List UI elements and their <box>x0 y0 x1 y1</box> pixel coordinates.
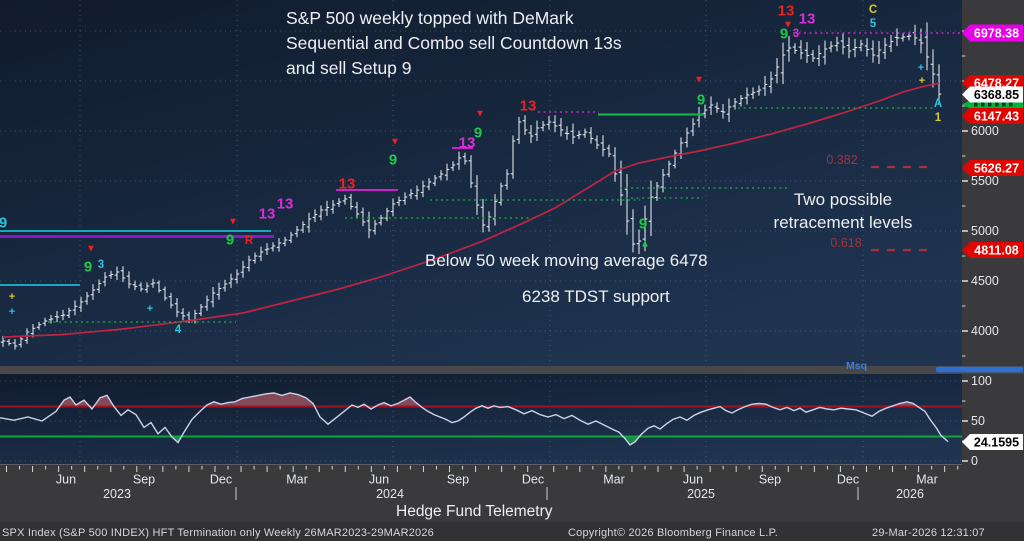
svg-text:2025: 2025 <box>687 487 715 501</box>
svg-text:A: A <box>934 98 942 110</box>
svg-text:3: 3 <box>98 259 104 271</box>
svg-text:▼: ▼ <box>390 137 400 148</box>
panel-divider[interactable] <box>0 366 1024 374</box>
svg-text:+: + <box>9 306 15 318</box>
svg-text:Sep: Sep <box>759 473 781 487</box>
svg-text:+: + <box>919 75 925 87</box>
study-level-lines <box>0 32 961 323</box>
svg-text:50: 50 <box>971 414 985 428</box>
right-price-axis: 6000 5500 5000 4500 4000 100 50 0 <box>962 30 999 468</box>
svg-text:4000: 4000 <box>971 324 999 338</box>
svg-text:▼: ▼ <box>86 244 96 255</box>
oscillator-panel <box>0 392 962 446</box>
retracement-annotation: Two possible retracement levels <box>773 190 913 232</box>
svg-text:6978.38: 6978.38 <box>974 27 1019 41</box>
svg-text:9: 9 <box>474 125 482 142</box>
hedge-fund-telemetry-brand: Hedge Fund Telemetry <box>396 503 553 520</box>
svg-text:C: C <box>869 4 877 16</box>
svg-text:5: 5 <box>870 18 877 30</box>
svg-text:Jun: Jun <box>56 473 76 487</box>
svg-text:9: 9 <box>84 259 92 276</box>
svg-text:Dec: Dec <box>522 473 544 487</box>
svg-text:4: 4 <box>175 324 182 336</box>
svg-text:2024: 2024 <box>376 487 404 501</box>
svg-text:13: 13 <box>459 135 476 152</box>
price-badge <box>962 86 1023 103</box>
price-badge <box>962 434 1023 450</box>
svg-text:▼: ▼ <box>475 109 485 120</box>
price-badge <box>962 24 1023 42</box>
tdst-support-annotation: 6238 TDST support <box>522 287 670 306</box>
svg-text:6147.43: 6147.43 <box>974 110 1019 124</box>
svg-text:9: 9 <box>389 152 397 169</box>
scrollbar-thumb[interactable] <box>936 366 1023 373</box>
svg-text:9: 9 <box>639 216 647 233</box>
svg-text:6000: 6000 <box>971 124 999 138</box>
svg-text:9: 9 <box>0 215 7 232</box>
svg-text:Mar: Mar <box>603 473 625 487</box>
svg-text:5500: 5500 <box>971 174 999 188</box>
svg-text:13: 13 <box>799 11 816 28</box>
svg-text:13: 13 <box>259 206 276 223</box>
svg-text:100: 100 <box>971 374 992 388</box>
svg-text:13: 13 <box>778 3 795 20</box>
price-badge <box>962 242 1023 258</box>
svg-text:5626.27: 5626.27 <box>974 162 1019 176</box>
svg-text:Sep: Sep <box>447 473 469 487</box>
price-badges: 6978.386478.276147.436368.855626.274811.… <box>962 24 1023 450</box>
svg-text:Dec: Dec <box>210 473 232 487</box>
price-badge <box>962 160 1023 176</box>
svg-text:6368.85: 6368.85 <box>974 88 1019 102</box>
svg-text:0: 0 <box>971 454 978 468</box>
svg-text:0.382: 0.382 <box>826 153 857 167</box>
svg-text:+: + <box>918 62 924 74</box>
svg-text:4500: 4500 <box>971 274 999 288</box>
svg-text:13: 13 <box>520 98 537 115</box>
svg-text:4811.08: 4811.08 <box>974 244 1019 258</box>
svg-text:9: 9 <box>697 92 705 109</box>
svg-text:9: 9 <box>780 26 788 43</box>
svg-text:▼: ▼ <box>228 217 238 228</box>
divider-label: Msq <box>846 360 867 372</box>
svg-text:Mar: Mar <box>916 473 938 487</box>
svg-text:Mar: Mar <box>286 473 308 487</box>
svg-text:13: 13 <box>339 176 356 193</box>
svg-text:Jun: Jun <box>369 473 389 487</box>
moving-average-annotation: Below 50 week moving average 6478 <box>425 251 708 270</box>
svg-text:2026: 2026 <box>896 487 924 501</box>
svg-text:5000: 5000 <box>971 224 999 238</box>
svg-text:Dec: Dec <box>837 473 859 487</box>
security-description-text: SPX Index (S&P 500 INDEX) HFT Terminatio… <box>2 527 434 539</box>
divider-study-label: Msq <box>846 360 867 372</box>
time-axis: Jun Sep Dec Mar Jun Sep Dec Mar Jun Sep Dec Mar 2023… <box>6 466 959 501</box>
svg-text:0.618: 0.618 <box>830 236 861 250</box>
svg-text:13: 13 <box>277 196 294 213</box>
svg-text:3: 3 <box>793 28 799 40</box>
svg-text:R: R <box>245 235 254 247</box>
svg-text:24.1595: 24.1595 <box>974 436 1019 450</box>
copyright-text: Copyright© 2026 Bloomberg Finance L.P. <box>568 527 778 539</box>
chart-annotation-title: S&P 500 weekly topped with DeMark Sequen… <box>286 8 622 78</box>
moving-average-line <box>2 82 940 338</box>
svg-text:+: + <box>147 303 153 315</box>
svg-text:+: + <box>9 291 15 303</box>
svg-text:2023: 2023 <box>103 487 131 501</box>
svg-text:▲: ▲ <box>640 239 650 250</box>
svg-text:9: 9 <box>226 232 234 249</box>
svg-text:▼: ▼ <box>783 20 793 31</box>
gridlines <box>0 0 962 463</box>
svg-text:1: 1 <box>935 112 942 124</box>
timestamp-text: 29-Mar-2026 12:31:07 <box>872 527 985 539</box>
svg-text:▼: ▼ <box>694 75 704 86</box>
price-badge <box>962 108 1023 124</box>
svg-text:Sep: Sep <box>133 473 155 487</box>
svg-text:Jun: Jun <box>683 473 703 487</box>
